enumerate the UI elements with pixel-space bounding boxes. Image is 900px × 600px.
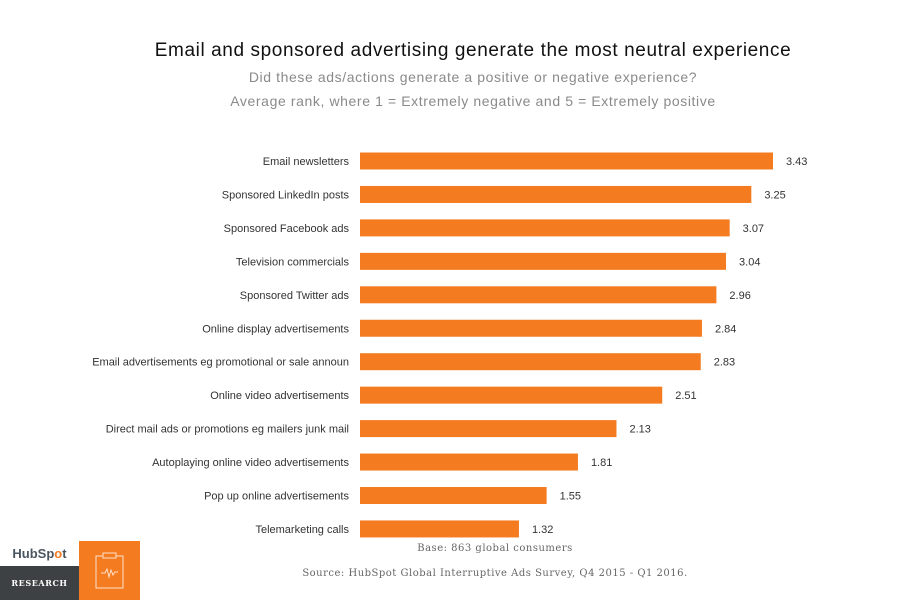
category-label: Direct mail ads or promotions eg mailers… [106,424,349,436]
value-label: 2.84 [715,323,736,335]
bar [360,386,663,404]
category-label: Sponsored Facebook ads [224,223,350,235]
value-label: 2.96 [729,290,750,302]
bar [360,219,730,237]
value-label: 1.81 [591,457,612,469]
category-label: Sponsored LinkedIn posts [222,189,350,201]
category-label: Autoplaying online video advertisements [152,457,349,469]
value-label: 1.55 [560,491,581,503]
category-label: Television commercials [236,256,350,268]
bar [360,520,519,538]
bar [360,185,752,203]
category-label: Online video advertisements [210,390,349,402]
bar [360,152,773,170]
chart-subtitle-2: Average rank, where 1 = Extremely negati… [230,93,716,109]
bar [360,487,547,504]
value-label: 3.25 [764,189,785,201]
value-label: 2.13 [629,424,650,436]
category-label: Pop up online advertisements [204,491,349,503]
source-note: Source: HubSpot Global Interruptive Ads … [302,568,688,579]
chart-subtitle: Did these ads/actions generate a positiv… [248,69,698,85]
bar [360,286,717,304]
category-label: Email advertisements eg promotional or s… [92,357,349,369]
bar [360,353,701,371]
value-label: 3.07 [743,223,764,235]
bar-chart: Email newsletters 3.43 Sponsored LinkedIn … [92,152,807,538]
category-label: Online display advertisements [202,323,349,335]
hubspot-logo: HubSpot [0,541,79,566]
bar [360,420,617,438]
category-label: Telemarketing calls [255,524,349,536]
clipboard-pulse-icon [79,541,140,600]
category-label: Sponsored Twitter ads [240,290,350,302]
chart-title: Email and sponsored advertising generate… [154,40,792,61]
value-label: 2.51 [675,390,696,402]
bar [360,252,727,270]
bar [360,453,578,471]
category-label: Email newsletters [263,156,350,168]
value-label: 3.43 [786,156,807,168]
value-label: 1.32 [532,524,553,536]
base-note: Base: 863 global consumers [417,543,573,554]
value-label: 3.04 [739,256,760,268]
hubspot-research-logo: HubSpot RESEARCH [0,541,79,600]
value-label: 2.83 [714,357,735,369]
bar [360,319,702,337]
research-label: RESEARCH [0,566,79,600]
